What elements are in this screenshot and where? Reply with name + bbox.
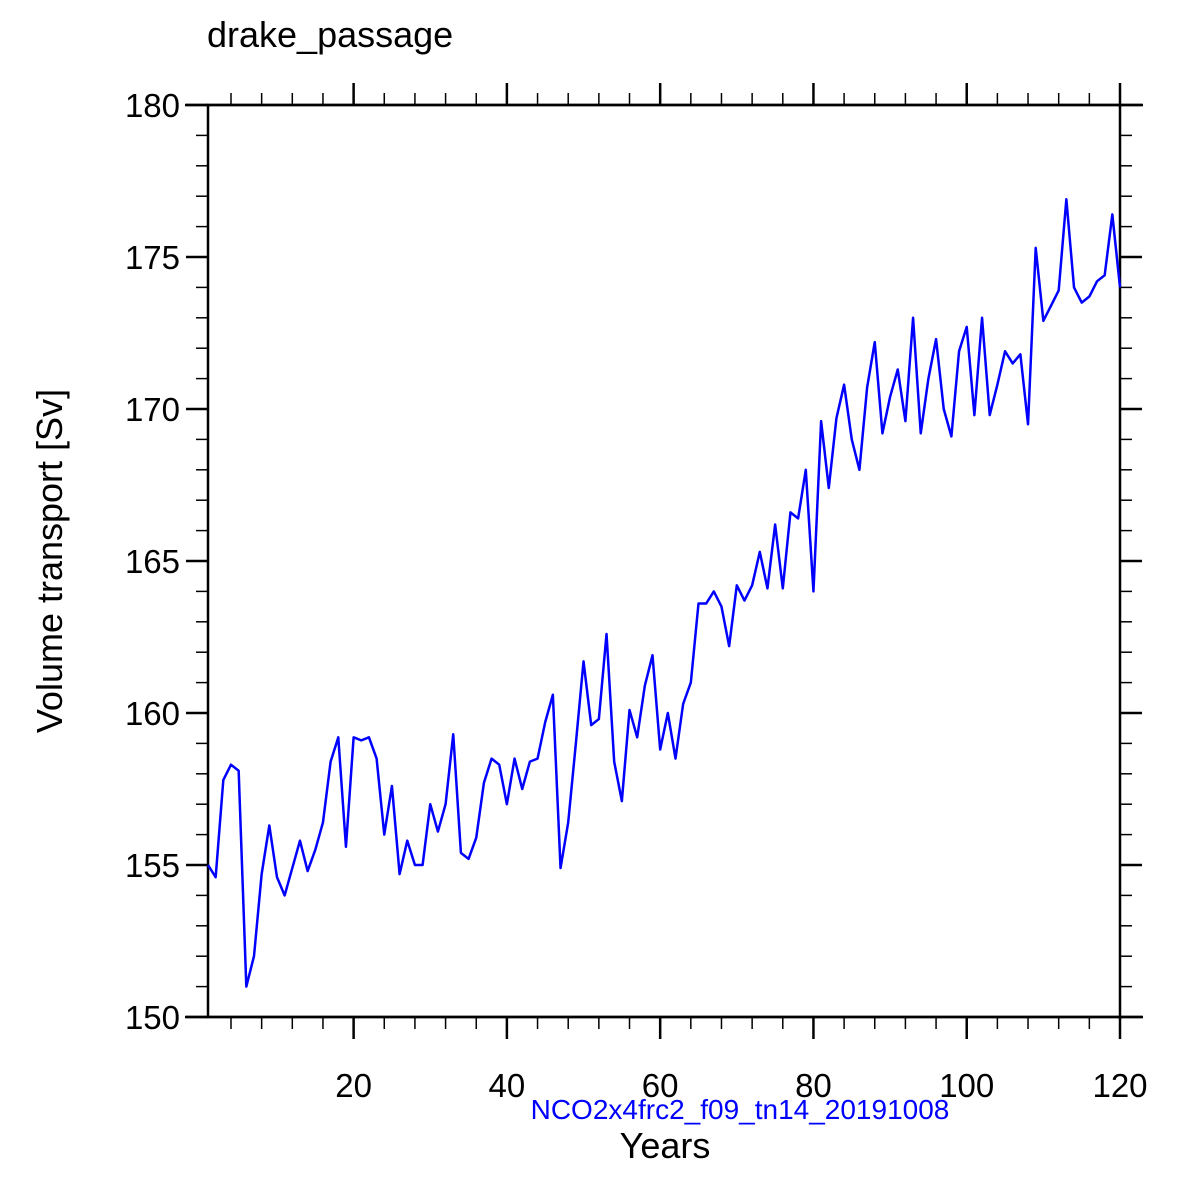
svg-text:150: 150	[125, 999, 180, 1036]
data-line	[206, 197, 1122, 988]
svg-text:120: 120	[1092, 1067, 1147, 1104]
svg-text:160: 160	[125, 695, 180, 732]
x-axis-label: Years	[619, 1125, 711, 1166]
svg-text:170: 170	[125, 391, 180, 428]
chart-title: drake_passage	[207, 14, 454, 55]
svg-text:40: 40	[489, 1067, 526, 1104]
svg-text:80: 80	[795, 1067, 832, 1104]
svg-text:60: 60	[642, 1067, 679, 1104]
svg-text:165: 165	[125, 543, 180, 580]
svg-text:175: 175	[125, 239, 180, 276]
run-name-annotation: NCO2x4frc2_f09_tn14_20191008	[530, 1094, 950, 1125]
svg-text:180: 180	[125, 87, 180, 124]
svg-text:20: 20	[335, 1067, 372, 1104]
plot-frame	[206, 103, 1122, 1019]
svg-text:155: 155	[125, 847, 180, 884]
svg-text:100: 100	[939, 1067, 994, 1104]
axis-ticks: 150 155 160 165 170 175 180 20 40 60 80 100 120	[125, 83, 1148, 1104]
